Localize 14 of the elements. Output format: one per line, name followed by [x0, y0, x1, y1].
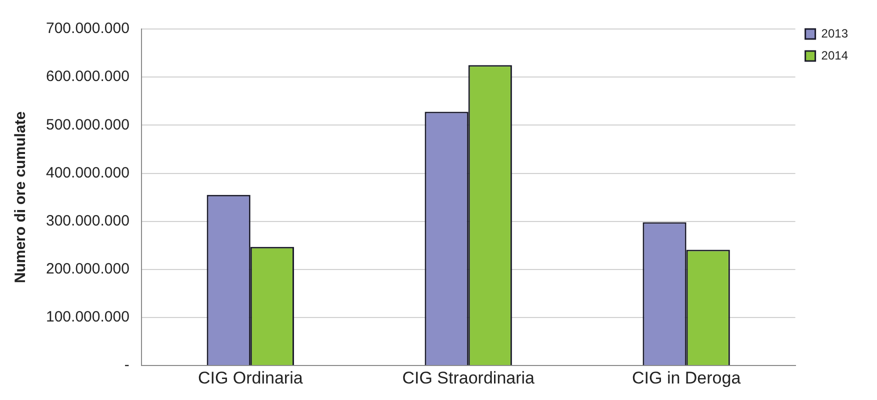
y-tick-label: - — [124, 356, 130, 374]
x-tick-label: CIG Ordinaria — [198, 368, 304, 388]
legend-label: 2014 — [821, 48, 848, 62]
x-tick-label: CIG in Deroga — [632, 368, 742, 388]
x-tick-label: CIG Straordinaria — [402, 368, 536, 388]
y-tick-label: 500.000.000 — [46, 116, 130, 134]
y-tick-label: 600.000.000 — [46, 68, 130, 86]
y-tick-label: 300.000.000 — [46, 212, 130, 230]
y-tick-label: 700.000.000 — [46, 20, 130, 38]
y-tick-label: 400.000.000 — [46, 164, 130, 182]
legend-label: 2013 — [821, 26, 848, 40]
y-tick-label: 200.000.000 — [46, 260, 130, 278]
y-tick-label: 100.000.000 — [46, 308, 130, 326]
y-axis-title: Numero di ore cumulate — [12, 111, 30, 284]
